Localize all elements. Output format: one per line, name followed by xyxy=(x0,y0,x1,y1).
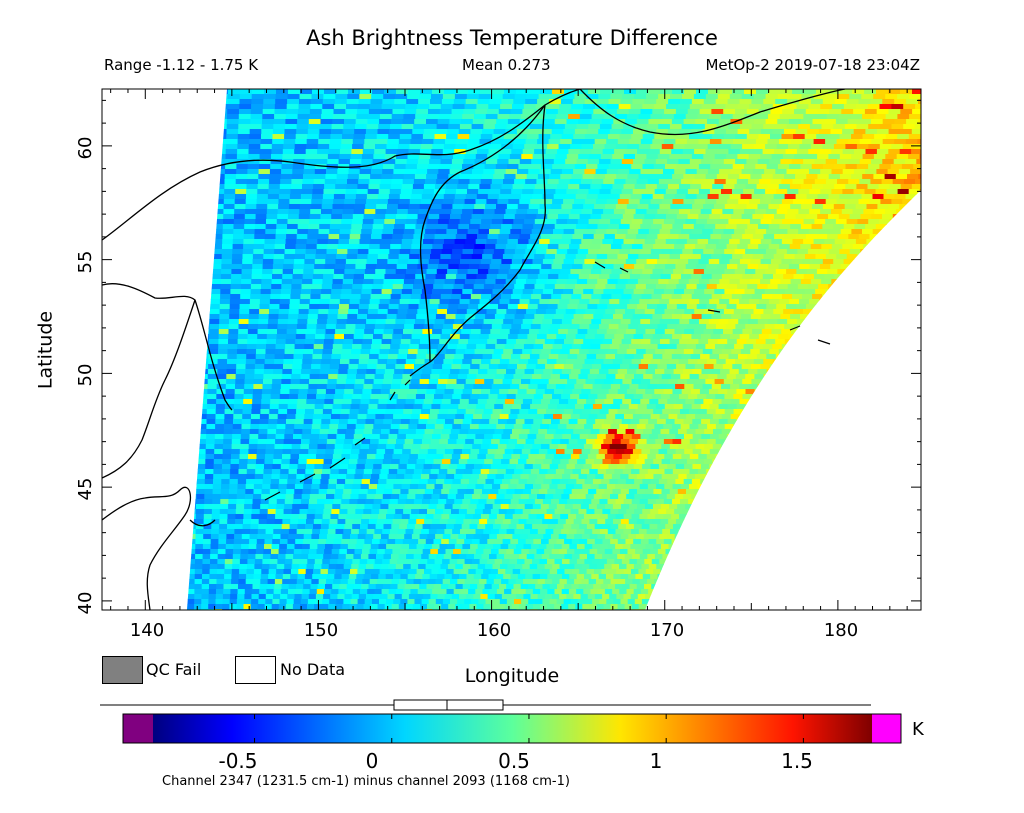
no-data-swatch xyxy=(235,656,276,684)
y-tick-label: 45 xyxy=(75,477,96,501)
axis-ticks xyxy=(102,89,921,610)
btd-field xyxy=(187,89,921,610)
range-label: Range -1.12 - 1.75 K xyxy=(104,56,259,74)
coastlines xyxy=(102,89,846,610)
colorbar-tick-label: 1.5 xyxy=(781,749,813,773)
colorbar-gradient xyxy=(153,714,872,743)
colorbar-tick-label: 0.5 xyxy=(498,749,530,773)
qc-fail-swatch xyxy=(102,656,143,684)
y-tick-label: 50 xyxy=(75,363,96,387)
mean-label: Mean 0.273 xyxy=(462,56,551,74)
colorbar-ticks xyxy=(254,714,804,743)
x-axis-label: Longitude xyxy=(464,665,560,687)
plot-frame xyxy=(101,88,922,611)
y-tick-label: 55 xyxy=(75,250,96,274)
colorbar-over-swatch xyxy=(872,714,901,743)
colorbar-tick-label: 1 xyxy=(649,749,663,773)
x-tick-label: 170 xyxy=(649,620,685,641)
satellite-time-label: MetOp-2 2019-07-18 23:04Z xyxy=(705,56,920,74)
map-plot-area xyxy=(102,89,921,610)
colorbar-tick-label: -0.5 xyxy=(218,749,258,773)
colorbar-caption: Channel 2347 (1231.5 cm-1) minus channel… xyxy=(162,774,570,789)
colorbar-tick-label: 0 xyxy=(365,749,379,773)
chart-title: Ash Brightness Temperature Difference xyxy=(306,26,718,50)
y-axis-label: Latitude xyxy=(34,310,57,390)
colorbar-unit: K xyxy=(912,719,924,740)
colorbar-under-swatch xyxy=(123,714,153,743)
kuril-islands xyxy=(264,261,831,501)
x-tick-label: 160 xyxy=(476,620,512,641)
x-tick-label: 180 xyxy=(823,620,859,641)
no-data-label: No Data xyxy=(280,660,346,679)
y-tick-label: 60 xyxy=(75,136,96,160)
qc-fail-label: QC Fail xyxy=(146,660,202,679)
colorbar-frame xyxy=(122,713,902,744)
x-tick-label: 150 xyxy=(303,620,339,641)
y-tick-label: 40 xyxy=(75,591,96,615)
stats-box xyxy=(393,699,504,711)
x-tick-label: 140 xyxy=(129,620,165,641)
